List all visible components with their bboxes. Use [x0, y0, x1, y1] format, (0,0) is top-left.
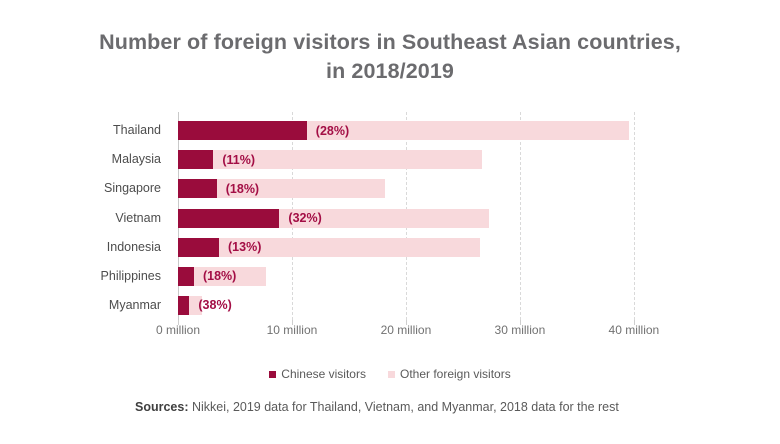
category-label: Singapore: [104, 181, 161, 196]
bar-segment-other-foreign-visitors: [216, 179, 386, 199]
bar-segment-chinese-visitors: [178, 208, 280, 228]
category-label: Malaysia: [111, 152, 161, 167]
bar-segment-chinese-visitors: [178, 237, 220, 257]
chart-row-singapore: Singapore (18%): [0, 179, 780, 199]
axis-tick-mark: [633, 320, 635, 325]
chart-row-vietnam: Vietnam (32%): [0, 208, 780, 228]
bar-chart-plot-area: Thailand (28%) Malaysia (11%) Singapore (18%)…: [0, 116, 780, 320]
chart-row-indonesia: Indonesia (13%): [0, 237, 780, 257]
bar-percentage-label: (18%): [202, 269, 237, 284]
chart-title-line1: Number of foreign visitors in Southeast …: [99, 30, 681, 54]
bar-segment-other-foreign-visitors: [189, 295, 202, 315]
category-label: Thailand: [113, 123, 161, 138]
category-label: Philippines: [100, 268, 161, 283]
x-axis-label: 30 million: [494, 323, 546, 337]
axis-tick-mark: [519, 320, 521, 325]
category-label: Myanmar: [108, 297, 161, 312]
bar-percentage-label: (13%): [228, 240, 262, 255]
bar-segment-other-foreign-visitors: [213, 150, 483, 170]
bar-segment-other-foreign-visitors: [306, 121, 630, 141]
bar-percentage-label: (11%): [222, 152, 255, 167]
x-axis-label: 40 million: [608, 323, 660, 337]
bar-segment-chinese-visitors: [178, 266, 194, 286]
bar-segment-other-foreign-visitors: [279, 208, 490, 228]
axis-tick-mark: [405, 320, 407, 325]
bar-segment-other-foreign-visitors: [219, 237, 481, 257]
bar-segment-chinese-visitors: [178, 121, 307, 141]
x-axis-label: 20 million: [380, 323, 432, 337]
legend-label: Chinese visitors: [281, 367, 366, 381]
legend-swatch-icon: [269, 370, 277, 378]
vertical-gridline: [519, 112, 521, 320]
chart-row-philippines: Philippines (18%): [0, 266, 780, 286]
category-label: Indonesia: [106, 239, 161, 254]
bar-percentage-label: (38%): [198, 298, 232, 313]
chart-legend: Chinese visitors Other foreign visitors: [0, 366, 780, 382]
bar-segment-other-foreign-visitors: [193, 266, 266, 286]
chart-row-thailand: Thailand (28%): [0, 121, 780, 141]
axis-tick-mark: [291, 320, 293, 325]
axis-tick-mark: [178, 320, 179, 325]
x-axis-label: 10 million: [266, 323, 318, 337]
source-note: Sources: Nikkei, 2019 data for Thailand,…: [135, 400, 755, 414]
legend-swatch-icon: [387, 370, 395, 378]
category-label: Vietnam: [115, 210, 161, 225]
chart-row-myanmar: Myanmar (38%): [0, 295, 780, 315]
vertical-gridline: [633, 112, 635, 320]
bar-percentage-label: (18%): [225, 181, 260, 196]
chart-title: Number of foreign visitors in Southeast …: [0, 28, 780, 86]
bar-segment-chinese-visitors: [178, 179, 217, 199]
source-text: Nikkei, 2019 data for Thailand, Vietnam,…: [188, 400, 619, 414]
chart-title-line2: in 2018/2019: [326, 59, 454, 83]
legend-item: Chinese visitors: [269, 367, 366, 381]
bar-percentage-label: (28%): [315, 123, 350, 138]
x-axis-label: 0 million: [155, 323, 200, 337]
bar-segment-chinese-visitors: [178, 150, 214, 170]
x-axis-tick-labels: 0 million 10 million 20 million 30 million 4…: [0, 323, 780, 339]
bar-segment-chinese-visitors: [178, 295, 190, 315]
bar-percentage-label: (32%): [288, 211, 322, 225]
legend-item: Other foreign visitors: [387, 367, 511, 381]
chart-row-malaysia: Malaysia (11%): [0, 150, 780, 170]
legend-label: Other foreign visitors: [399, 367, 511, 381]
source-label: Sources:: [135, 400, 189, 414]
